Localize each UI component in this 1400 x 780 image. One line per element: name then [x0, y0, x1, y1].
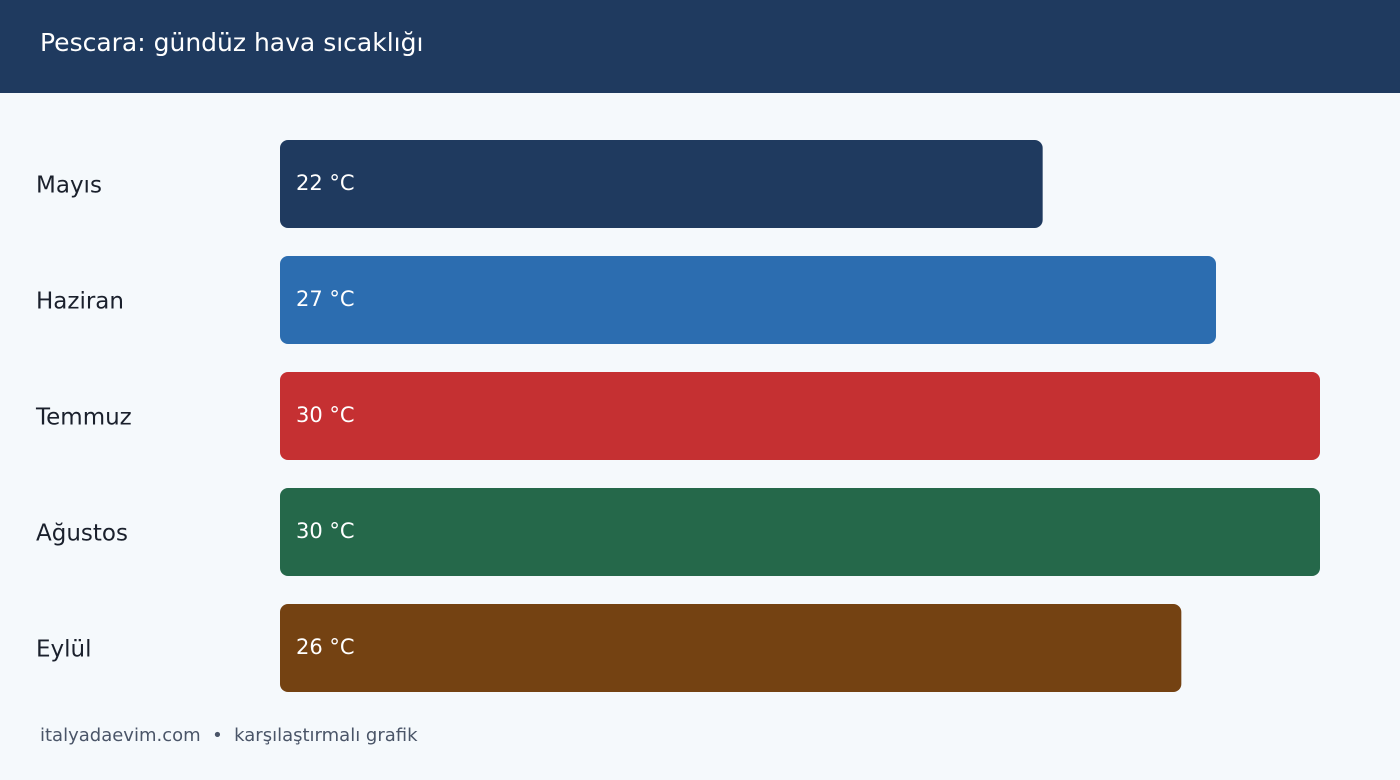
category-label: Mayıs [36, 173, 102, 199]
footer: italyadaevim.com • karşılaştırmalı grafi… [40, 725, 418, 746]
category-label: Eylül [36, 637, 92, 663]
bar [280, 140, 1043, 228]
value-label: 30 °C [296, 403, 355, 427]
category-label: Haziran [36, 289, 124, 315]
bar [280, 604, 1182, 692]
value-label: 22 °C [296, 171, 355, 195]
value-label: 27 °C [296, 287, 355, 311]
chart-title: Pescara: gündüz hava sıcaklığı [40, 28, 423, 57]
header [0, 0, 1400, 93]
value-label: 26 °C [296, 635, 355, 659]
category-label: Ağustos [36, 521, 128, 547]
bar [280, 256, 1216, 344]
bar [280, 488, 1320, 576]
bar [280, 372, 1320, 460]
value-label: 30 °C [296, 519, 355, 543]
category-label: Temmuz [35, 405, 132, 431]
